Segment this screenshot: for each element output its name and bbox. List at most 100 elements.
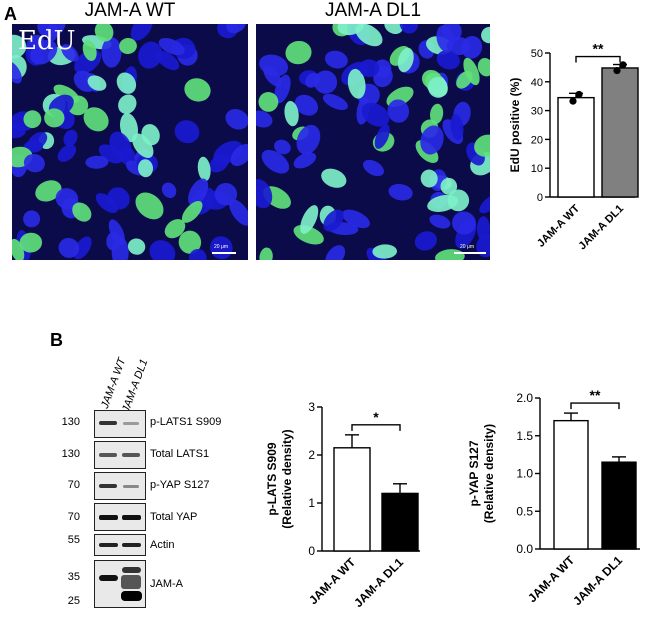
blot-strip-plats1 bbox=[94, 410, 146, 438]
nucleus bbox=[429, 214, 451, 229]
nucleus bbox=[57, 144, 77, 162]
nucleus bbox=[12, 60, 22, 84]
y-tick-label: 20 bbox=[531, 134, 543, 146]
edu-positive-nucleus bbox=[83, 107, 109, 132]
nucleus bbox=[106, 232, 121, 251]
nucleus bbox=[138, 41, 163, 69]
bar bbox=[553, 419, 589, 550]
nucleus bbox=[85, 155, 109, 169]
nucleus bbox=[256, 110, 273, 128]
nucleus bbox=[387, 99, 410, 123]
scalebar-dl1 bbox=[454, 252, 486, 254]
edu-positive-nucleus bbox=[87, 75, 107, 91]
bar bbox=[601, 461, 637, 550]
y-axis-label: EdU positive (%) bbox=[508, 78, 522, 173]
y-tick-label: 2 bbox=[308, 448, 315, 462]
edu-positive-nucleus bbox=[481, 26, 490, 44]
band bbox=[99, 453, 117, 457]
band bbox=[121, 591, 142, 601]
nucleus bbox=[296, 124, 321, 155]
nucleus bbox=[188, 249, 207, 260]
y-tick-label: 3 bbox=[308, 400, 315, 414]
band bbox=[122, 453, 140, 457]
edu-positive-nucleus bbox=[127, 238, 146, 255]
edu-positive-nucleus bbox=[178, 230, 202, 254]
edu-positive-nucleus bbox=[23, 110, 42, 129]
band bbox=[99, 484, 117, 488]
edu-positive-nucleus bbox=[82, 40, 97, 61]
nucleus bbox=[362, 159, 385, 177]
nucleus bbox=[366, 247, 388, 260]
edu-positive-nucleus bbox=[197, 156, 211, 182]
x-category-label: JAM-A DL1 bbox=[351, 555, 406, 610]
edu-positive-nucleus bbox=[259, 247, 273, 260]
nucleus bbox=[452, 211, 476, 235]
band bbox=[122, 515, 141, 520]
edu-positive-nucleus bbox=[164, 219, 186, 239]
nucleus bbox=[58, 237, 80, 258]
edu-positive-nucleus bbox=[463, 57, 480, 86]
blot-mw-marker: 25 bbox=[67, 595, 80, 607]
blot-strip-total-lats1 bbox=[94, 441, 146, 469]
nucleus bbox=[101, 37, 122, 68]
micrograph-wt: EdU 20 μm bbox=[12, 24, 248, 260]
nucleus bbox=[256, 179, 273, 209]
blot-mw-marker: 70 bbox=[67, 479, 80, 491]
y-tick-label: 1.0 bbox=[516, 467, 533, 481]
panel-a-letter: A bbox=[4, 4, 17, 24]
nucleus bbox=[109, 131, 132, 161]
bar bbox=[557, 96, 595, 198]
y-tick-label: 0 bbox=[537, 192, 543, 204]
edu-positive-nucleus bbox=[181, 200, 203, 223]
nucleus bbox=[23, 210, 41, 228]
micrograph-dl1-image bbox=[256, 24, 490, 260]
nucleus bbox=[325, 245, 346, 260]
y-tick-label: 50 bbox=[531, 48, 543, 60]
data-point bbox=[613, 66, 621, 75]
nucleus bbox=[261, 149, 290, 174]
edu-positive-nucleus bbox=[137, 159, 154, 178]
nucleus bbox=[30, 39, 58, 65]
y-axis-label: p-YAP S127 bbox=[467, 440, 481, 506]
nucleus bbox=[361, 102, 390, 127]
edu-positive-nucleus bbox=[258, 92, 279, 112]
nucleus bbox=[313, 70, 338, 94]
edu-positive-nucleus bbox=[184, 78, 211, 102]
nucleus bbox=[95, 193, 118, 214]
edu-positive-nucleus bbox=[384, 24, 403, 35]
significance-bracket bbox=[351, 424, 401, 431]
edu-positive-nucleus bbox=[347, 68, 366, 99]
nucleus bbox=[130, 24, 153, 41]
blot-strip-actin bbox=[94, 534, 146, 556]
edu-positive-nucleus bbox=[355, 24, 383, 47]
edu-positive-nucleus bbox=[372, 244, 397, 259]
edu-positive-nucleus bbox=[285, 40, 312, 65]
edu-positive-nucleus bbox=[94, 24, 114, 42]
y-tick-label: 1.5 bbox=[516, 429, 533, 443]
blot-protein-label: p-YAP S127 bbox=[150, 479, 210, 491]
nucleus bbox=[214, 182, 238, 206]
blot-strip-total-yap bbox=[94, 503, 146, 531]
nucleus bbox=[229, 199, 248, 226]
nucleus bbox=[61, 44, 79, 62]
nucleus bbox=[359, 59, 380, 78]
blot-strip-pyap bbox=[94, 472, 146, 500]
significance-marker: ** bbox=[593, 41, 604, 57]
blot-protein-label: p-LATS1 S909 bbox=[150, 416, 222, 428]
nucleus bbox=[293, 152, 317, 169]
nucleus bbox=[414, 231, 437, 251]
y-tick-label: 0.0 bbox=[516, 542, 533, 556]
nucleus bbox=[73, 236, 92, 260]
significance-marker: * bbox=[373, 409, 379, 425]
edu-positive-nucleus bbox=[430, 103, 444, 125]
edu-positive-nucleus bbox=[132, 133, 154, 158]
blot-mw-marker: 70 bbox=[67, 511, 80, 523]
y-tick-label: 40 bbox=[531, 77, 543, 89]
blot-protein-label: JAM-A bbox=[150, 578, 183, 590]
nucleus bbox=[479, 194, 490, 214]
nucleus bbox=[108, 219, 125, 246]
edu-positive-nucleus bbox=[19, 232, 43, 253]
nucleus bbox=[436, 50, 460, 70]
significance-bracket bbox=[575, 55, 621, 63]
y-axis-label-secondary: (Relative density) bbox=[482, 424, 496, 523]
